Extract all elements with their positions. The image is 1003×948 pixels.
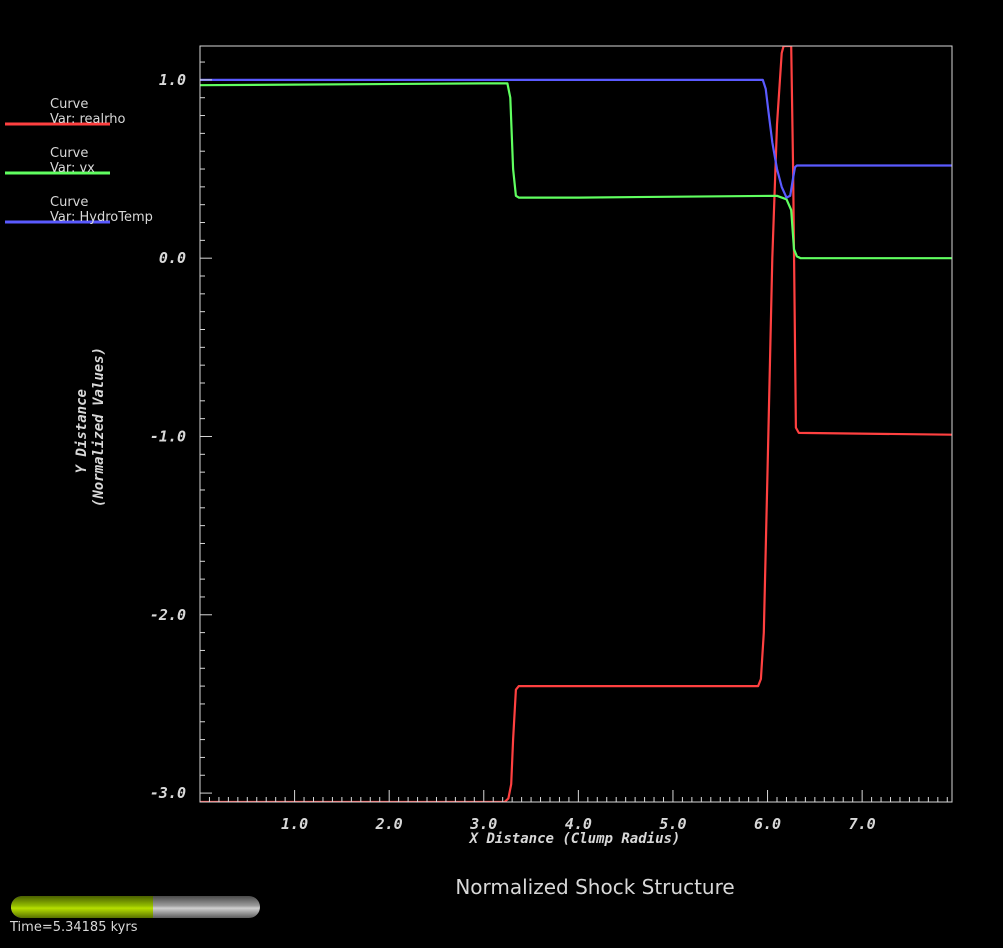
legend-var: Var: vx: [50, 161, 95, 176]
time-progress-fill: [11, 896, 153, 918]
series-line-hydrotemp: [200, 78, 952, 199]
x-tick-label: 4.0: [565, 815, 592, 833]
x-tick-label: 7.0: [849, 815, 876, 833]
y-axis-label-line1: Y Distance: [74, 389, 90, 473]
y-tick-label: 0.0: [159, 249, 186, 267]
time-progress-bar: [11, 896, 260, 918]
x-tick-label: 5.0: [659, 815, 686, 833]
legend-var: Var: realrho: [50, 112, 125, 127]
series-line-vx: [200, 82, 952, 260]
legend-title: Curve: [50, 146, 88, 161]
series-line-realrho: [200, 46, 952, 802]
legend-title: Curve: [50, 195, 88, 210]
y-tick-label: 1.0: [159, 71, 186, 89]
x-axis-label: X Distance (Clump Radius): [469, 831, 681, 847]
y-tick-label: -2.0: [150, 606, 186, 624]
legend-var: Var: HydroTemp: [50, 210, 153, 225]
y-tick-label: -1.0: [150, 427, 186, 445]
x-tick-label: 2.0: [375, 815, 403, 833]
x-tick-label: 3.0: [469, 815, 497, 833]
x-tick-label: 1.0: [281, 815, 308, 833]
plot-frame: [199, 45, 953, 803]
time-label: Time=5.34185 kyrs: [10, 920, 138, 935]
y-axis-label: Y Distance (Normalized Values): [74, 347, 107, 507]
axis-layer: 1.0 2.0 3.0 4.0 5.0 6.0 7.0 1.0 0.0 -1.0 -2.0 -3.0: [150, 61, 948, 833]
series-layer: [200, 46, 952, 802]
y-axis-label-line2: (Normalized Values): [91, 347, 107, 507]
x-tick-label: 6.0: [754, 815, 781, 833]
legend-title: Curve: [50, 97, 88, 112]
y-tick-label: -3.0: [150, 784, 186, 802]
chart-title: Normalized Shock Structure: [455, 875, 735, 899]
